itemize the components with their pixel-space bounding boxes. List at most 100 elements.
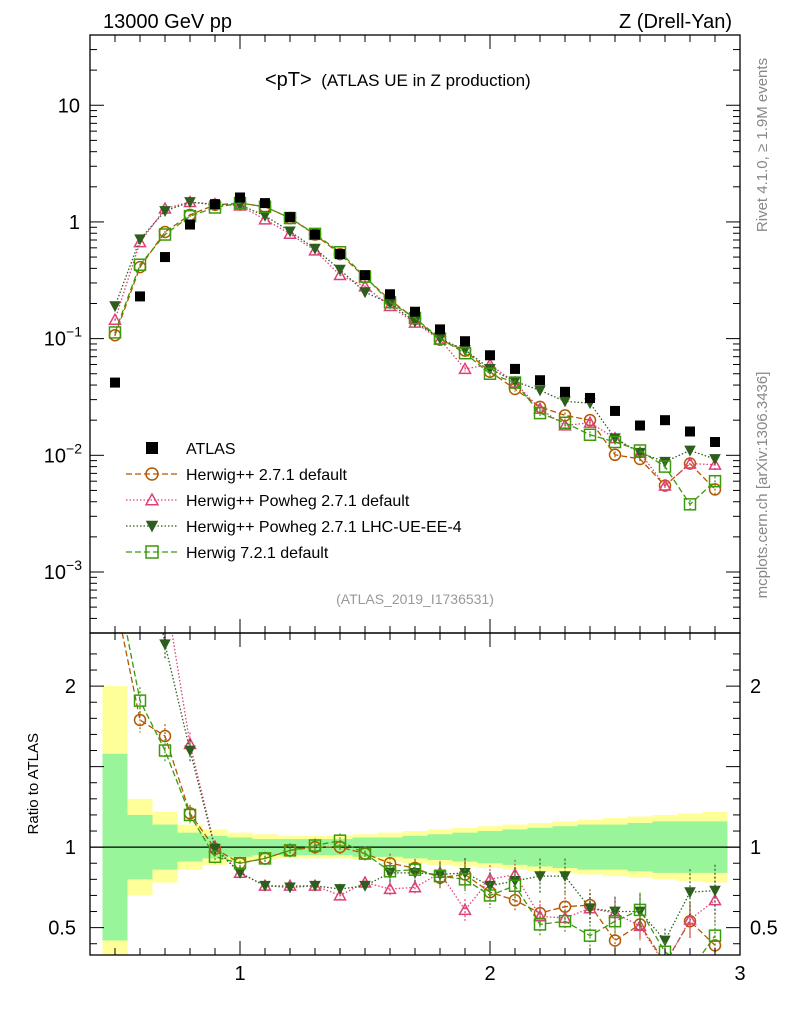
data-point (485, 350, 495, 361)
series-ratio-point (110, 568, 121, 579)
series-ratio-point (110, 279, 120, 288)
series-point (458, 346, 472, 360)
series-ratio-point (308, 839, 322, 852)
data-point (710, 437, 720, 448)
series-ratio-point (209, 843, 221, 855)
main-y-tick-label: 10−3 (44, 557, 82, 584)
series-point (658, 478, 672, 491)
legend-entry-3: Herwig 7.2.1 default (126, 545, 329, 562)
series-ratio-point (159, 639, 171, 651)
series-point (684, 445, 696, 457)
data-point (185, 219, 195, 230)
series-ratio-point (458, 873, 472, 886)
header-right: Z (Drell-Yan) (619, 11, 732, 33)
main-y-tick-base: 10 (44, 562, 66, 584)
series-line (114, 202, 716, 506)
series-ratio-point (384, 867, 396, 879)
series-point (534, 385, 546, 397)
ratio-panel-series (110, 279, 722, 977)
data-point (135, 291, 145, 302)
rivet-label: Rivet 4.1.0, ≥ 1.9M events (754, 58, 771, 232)
analysis-id: (ATLAS_2019_I1736531) (336, 591, 494, 607)
series-ratio-point (135, 505, 145, 514)
series-ratio-point (708, 929, 722, 942)
series-ratio-point (283, 844, 297, 857)
series-point (383, 299, 397, 312)
series-ratio-point (584, 903, 596, 915)
series-point (333, 268, 347, 281)
plot-title: <pT> (ATLAS UE in Z production) (265, 69, 531, 91)
data-point (585, 392, 595, 403)
series-ratio-point (334, 884, 346, 896)
data-point (660, 415, 670, 426)
series-point (483, 367, 497, 380)
series-ratio-point (333, 834, 347, 847)
series-ratio-point (708, 893, 722, 906)
series-ratio-line (121, 633, 716, 955)
series-ratio-point (408, 880, 422, 893)
data-point (360, 270, 370, 281)
series-point (159, 206, 171, 218)
series-point (659, 456, 671, 468)
series-ratio-point (333, 888, 347, 901)
main-y-tick-exp: −2 (66, 440, 82, 456)
series-ratio-point (208, 850, 222, 864)
data-point (210, 199, 220, 210)
series-ratio-point (133, 713, 147, 727)
legend-entry-2: Herwig++ Powheg 2.7.1 LHC-UE-EE-4 (126, 519, 462, 536)
series-ratio-point (383, 865, 397, 878)
data-point (635, 420, 645, 431)
header-left: 13000 GeV pp (103, 11, 232, 33)
series-ratio-point (533, 909, 547, 922)
legend-marker (146, 442, 158, 454)
series-point (708, 483, 722, 496)
series-line (114, 201, 716, 463)
x-tick-label: 1 (234, 963, 245, 985)
series-point (608, 448, 622, 462)
series-point (258, 212, 272, 225)
legend-marker (145, 520, 159, 533)
main-y-tick-label: 10−1 (44, 324, 82, 351)
series-point (633, 444, 647, 457)
series-ratio-point (184, 745, 196, 757)
legend-entry-data: ATLAS (146, 441, 236, 458)
main-y-tick-exp: −1 (66, 324, 82, 340)
series-ratio-point (685, 966, 696, 977)
series-ratio-point (183, 808, 197, 822)
ratio-y-tick-label-left: 1 (65, 837, 76, 859)
series-ratio-point (583, 929, 597, 942)
series-point (133, 258, 147, 271)
series-ratio-point (633, 903, 647, 917)
series-point (134, 234, 146, 246)
series-point (683, 498, 697, 511)
series-ratio-point (508, 879, 522, 893)
data-point (285, 212, 295, 223)
series-ratio-point (483, 889, 497, 902)
series-ratio-point (383, 881, 397, 895)
series-point (158, 228, 172, 241)
series-ratio-point (110, 447, 121, 457)
series-point (558, 416, 572, 430)
series-ratio-point (508, 894, 522, 907)
series-ratio-point (684, 887, 696, 899)
data-point (160, 252, 170, 263)
data-point (685, 426, 695, 437)
series-ratio-point (558, 914, 572, 928)
series-point (683, 456, 697, 469)
series-ratio-point (458, 902, 472, 916)
series-point (108, 312, 122, 325)
main-y-tick-exp: −3 (66, 557, 82, 573)
ratio-y-tick-label-right: 1 (750, 837, 761, 859)
legend-entry-1: Herwig++ Powheg 2.7.1 default (126, 492, 410, 510)
legend-label: ATLAS (186, 441, 236, 458)
series-ratio-point (133, 694, 147, 707)
plot-title-main: <pT> (265, 69, 312, 91)
series-ratio-point (158, 729, 172, 743)
series-ratio-point (683, 912, 697, 925)
series-main-2 (109, 197, 721, 468)
series-point (583, 428, 597, 442)
legend-marker (145, 467, 159, 481)
legend-label: Herwig++ 2.7.1 default (186, 467, 348, 484)
data-point (560, 386, 570, 397)
